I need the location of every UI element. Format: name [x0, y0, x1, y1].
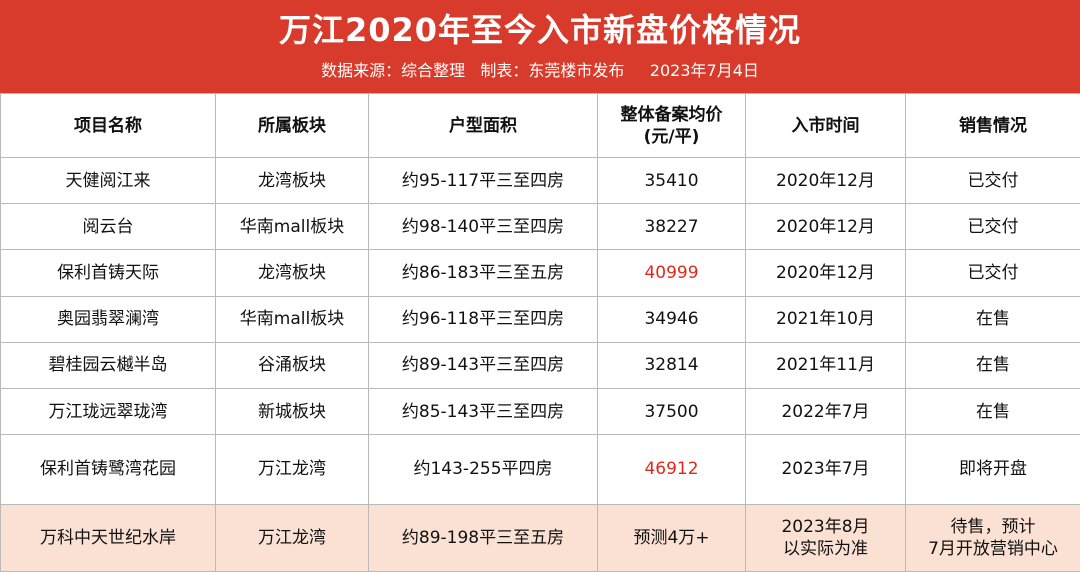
price-table: 项目名称 所属板块 户型面积 整体备案均价 (元/平) 入市时间 销售情况 天健…: [0, 93, 1080, 572]
cell-name: 保利首铸天际: [0, 249, 216, 297]
cell-unit: 约89-198平三至五房: [368, 503, 598, 572]
table-row: 天健阅江来 龙湾板块 约95-117平三至四房 35410 2020年12月 已…: [0, 156, 1080, 205]
cell-date: 2023年7月: [745, 434, 906, 505]
cell-date: 2023年8月 以实际为准: [745, 503, 906, 572]
cell-name: 阅云台: [0, 203, 216, 251]
cell-date: 2020年12月: [745, 203, 906, 251]
cell-price-highlight: 40999: [597, 249, 746, 297]
table-row: 阅云台 华南mall板块 约98-140平三至四房 38227 2020年12月…: [0, 203, 1080, 251]
cell-area: 万江龙湾: [215, 434, 369, 505]
cell-unit: 约96-118平三至四房: [368, 295, 598, 343]
cell-date: 2021年10月: [745, 295, 906, 343]
cell-price-highlight: 46912: [597, 434, 746, 505]
cell-status: 已交付: [905, 249, 1080, 297]
page-subtitle: 数据来源：综合整理 制表：东莞楼市发布 2023年7月4日: [321, 61, 759, 80]
cell-area: 华南mall板块: [215, 295, 369, 343]
cell-name: 保利首铸鹭湾花园: [0, 434, 216, 505]
cell-status: 待售，预计 7月开放营销中心: [905, 503, 1080, 572]
cell-status: 已交付: [905, 156, 1080, 205]
cell-unit: 约98-140平三至四房: [368, 203, 598, 251]
cell-price: 35410: [597, 156, 746, 205]
cell-unit: 约86-183平三至五房: [368, 249, 598, 297]
header-banner: 万江2020年至今入市新盘价格情况 数据来源：综合整理 制表：东莞楼市发布 20…: [0, 0, 1080, 93]
cell-unit: 约95-117平三至四房: [368, 156, 598, 205]
cell-area: 谷涌板块: [215, 341, 369, 390]
col-header-status: 销售情况: [905, 93, 1080, 158]
table-row: 碧桂园云樾半岛 谷涌板块 约89-143平三至四房 32814 2021年11月…: [0, 341, 1080, 390]
cell-date-line2: 以实际为准: [783, 538, 868, 559]
cell-unit: 约85-143平三至四房: [368, 388, 598, 436]
cell-status-line2: 7月开放营销中心: [928, 538, 1058, 559]
cell-area: 新城板块: [215, 388, 369, 436]
cell-status: 在售: [905, 341, 1080, 390]
cell-price: 38227: [597, 203, 746, 251]
cell-date: 2021年11月: [745, 341, 906, 390]
cell-date: 2020年12月: [745, 156, 906, 205]
cell-name: 万江珑远翠珑湾: [0, 388, 216, 436]
col-header-price-line1: 整体备案均价: [620, 104, 723, 125]
cell-area: 万江龙湾: [215, 503, 369, 572]
col-header-price-line2: (元/平): [643, 126, 700, 147]
cell-status: 已交付: [905, 203, 1080, 251]
cell-date: 2020年12月: [745, 249, 906, 297]
cell-unit: 约143-255平四房: [368, 434, 598, 505]
cell-name: 奥园翡翠澜湾: [0, 295, 216, 343]
cell-area: 龙湾板块: [215, 156, 369, 205]
table-header-row: 项目名称 所属板块 户型面积 整体备案均价 (元/平) 入市时间 销售情况: [0, 93, 1080, 158]
cell-status-line1: 待售，预计: [950, 516, 1036, 537]
cell-status: 在售: [905, 388, 1080, 436]
table-row-highlighted: 万科中天世纪水岸 万江龙湾 约89-198平三至五房 预测4万+ 2023年8月…: [0, 503, 1080, 572]
table-row: 万江珑远翠珑湾 新城板块 约85-143平三至四房 37500 2022年7月 …: [0, 388, 1080, 436]
table-row: 保利首铸天际 龙湾板块 约86-183平三至五房 40999 2020年12月 …: [0, 249, 1080, 297]
cell-status: 即将开盘: [905, 434, 1080, 505]
table-row: 保利首铸鹭湾花园 万江龙湾 约143-255平四房 46912 2023年7月 …: [0, 434, 1080, 505]
col-header-price: 整体备案均价 (元/平): [597, 93, 746, 158]
cell-status: 在售: [905, 295, 1080, 343]
col-header-name: 项目名称: [0, 93, 216, 158]
cell-price: 37500: [597, 388, 746, 436]
cell-price: 34946: [597, 295, 746, 343]
cell-date: 2022年7月: [745, 388, 906, 436]
page-title: 万江2020年至今入市新盘价格情况: [278, 11, 802, 49]
col-header-date: 入市时间: [745, 93, 906, 158]
cell-price: 预测4万+: [597, 503, 746, 572]
cell-area: 龙湾板块: [215, 249, 369, 297]
cell-price: 32814: [597, 341, 746, 390]
cell-name: 天健阅江来: [0, 156, 216, 205]
cell-name: 万科中天世纪水岸: [0, 503, 216, 572]
table-row: 奥园翡翠澜湾 华南mall板块 约96-118平三至四房 34946 2021年…: [0, 295, 1080, 343]
cell-name: 碧桂园云樾半岛: [0, 341, 216, 390]
col-header-unit: 户型面积: [368, 93, 598, 158]
col-header-area: 所属板块: [215, 93, 369, 158]
cell-area: 华南mall板块: [215, 203, 369, 251]
cell-unit: 约89-143平三至四房: [368, 341, 598, 390]
cell-date-line1: 2023年8月: [781, 516, 870, 537]
